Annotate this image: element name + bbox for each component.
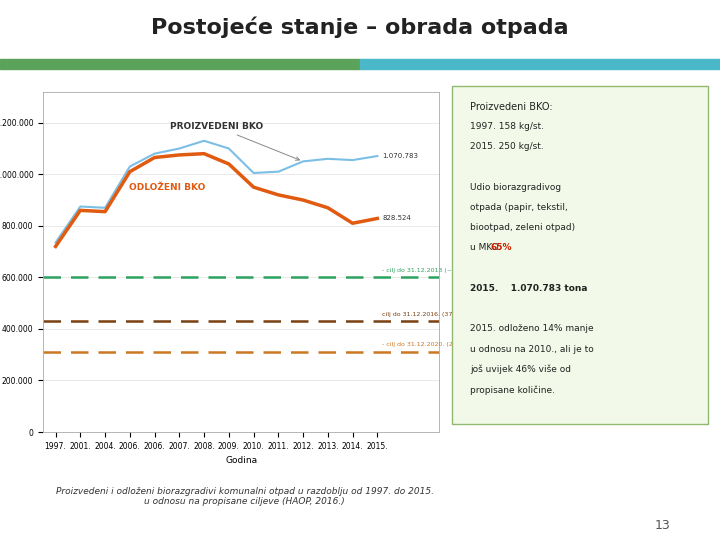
Text: 1997. 158 kg/st.: 1997. 158 kg/st. [470,122,544,131]
Text: 828.524: 828.524 [382,215,411,221]
Text: Proizvedeni i odloženi biorazgradivi komunalni otpad u razdoblju od 1997. do 201: Proizvedeni i odloženi biorazgradivi kom… [55,487,433,507]
Text: 2015. 250 kg/st.: 2015. 250 kg/st. [470,142,544,151]
Text: otpada (papir, tekstil,: otpada (papir, tekstil, [470,203,568,212]
Text: 2015.    1.070.783 tona: 2015. 1.070.783 tona [470,284,588,293]
Bar [0,59,360,69]
Text: - cilj do 31.12.2020. (269.661 tone): - cilj do 31.12.2020. (269.661 tone) [382,342,493,347]
Text: - cilj do 31.12.2013 (~676.157 tona): - cilj do 31.12.2013 (~676.157 tona) [382,268,496,273]
Text: 1.070.783: 1.070.783 [382,153,418,159]
FancyBboxPatch shape [452,86,708,424]
Bar [360,59,720,69]
Text: ODLOŽENI BKO: ODLOŽENI BKO [129,183,205,192]
Text: Proizvedeni BKO:: Proizvedeni BKO: [470,102,553,112]
Text: 13: 13 [654,518,670,532]
Text: PROIZVEDENI BKO: PROIZVEDENI BKO [170,122,300,160]
Text: propisane količine.: propisane količine. [470,385,555,395]
Text: u MKO:: u MKO: [470,244,505,252]
Text: u odnosu na 2010., ali je to: u odnosu na 2010., ali je to [470,345,594,354]
X-axis label: Godina: Godina [225,456,257,465]
Text: biootpad, zeleni otpad): biootpad, zeleni otpad) [470,223,575,232]
Text: još uvijek 46% više od: još uvijek 46% više od [470,365,571,374]
Text: Udio biorazgradivog: Udio biorazgradivog [470,183,561,192]
Text: 2015. odloženo 14% manje: 2015. odloženo 14% manje [470,325,594,333]
Text: Postojeće stanje – obrada otpada: Postojeće stanje – obrada otpada [151,16,569,38]
Text: 65%: 65% [490,244,512,252]
Text: cilj do 31.12.2016. (378.088 tona): cilj do 31.12.2016. (378.088 tona) [382,312,489,316]
